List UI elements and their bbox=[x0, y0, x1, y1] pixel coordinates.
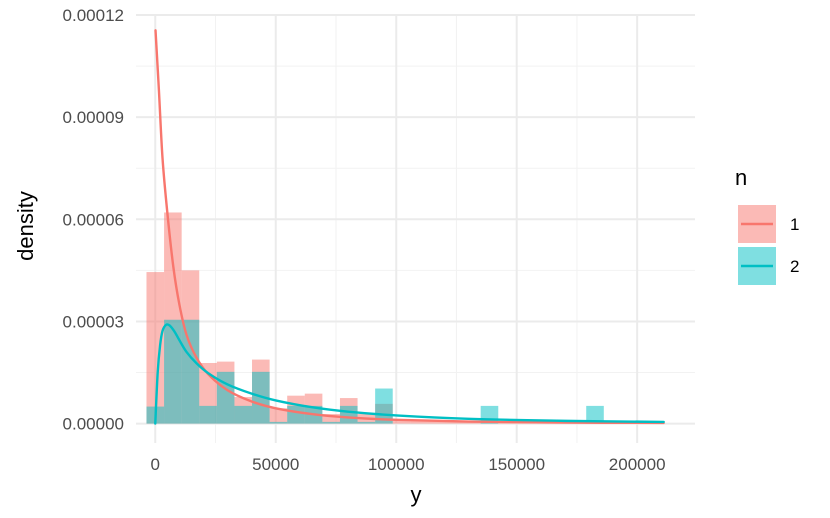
x-axis-tick-labels: 0 50000 100000 150000 200000 bbox=[151, 455, 666, 474]
legend-label-2: 2 bbox=[790, 257, 799, 276]
y-axis-tick-labels: 0.00000 0.00003 0.00006 0.00009 0.00012 bbox=[63, 6, 124, 434]
y-axis-title: density bbox=[13, 191, 38, 261]
x-tick-label: 150000 bbox=[488, 455, 545, 474]
legend-label-1: 1 bbox=[790, 215, 799, 234]
y-tick-label: 0.00012 bbox=[63, 6, 124, 25]
density-curve-series-1 bbox=[154, 29, 665, 425]
histogram-bar-series-1 bbox=[392, 419, 411, 424]
histogram-bar-series-2 bbox=[586, 405, 604, 424]
histogram-bar-series-1 bbox=[269, 408, 288, 424]
y-tick-label: 0.00009 bbox=[63, 108, 124, 127]
histogram-bar-series-1 bbox=[322, 414, 340, 424]
histogram-bar-series-2 bbox=[164, 319, 182, 424]
histogram-bar-series-2 bbox=[287, 405, 305, 424]
legend: n 12 bbox=[735, 165, 799, 285]
density-curves bbox=[154, 29, 665, 425]
histogram-bar-series-2 bbox=[234, 405, 253, 424]
y-tick-label: 0.00006 bbox=[63, 210, 124, 229]
x-axis-title: y bbox=[411, 482, 422, 507]
histogram-bars bbox=[146, 212, 657, 424]
histogram-bar-series-2 bbox=[357, 421, 376, 424]
histogram-bar-series-1 bbox=[427, 420, 446, 424]
x-tick-label: 50000 bbox=[252, 455, 299, 474]
histogram-bar-series-2 bbox=[322, 421, 340, 424]
x-tick-label: 100000 bbox=[368, 455, 425, 474]
x-tick-label: 0 bbox=[151, 455, 160, 474]
histogram-bar-series-2 bbox=[181, 319, 200, 424]
histogram-bar-series-2 bbox=[199, 405, 217, 424]
density-curve-series-2 bbox=[154, 323, 665, 425]
legend-title: n bbox=[735, 165, 747, 190]
histogram-bar-series-2 bbox=[269, 421, 288, 424]
legend-keys: 12 bbox=[738, 205, 799, 285]
y-tick-label: 0.00003 bbox=[63, 312, 124, 331]
histogram-bar-series-1 bbox=[146, 272, 165, 424]
histogram-bar-series-2 bbox=[339, 405, 358, 424]
x-tick-label: 200000 bbox=[609, 455, 666, 474]
y-tick-label: 0.00000 bbox=[63, 415, 124, 434]
